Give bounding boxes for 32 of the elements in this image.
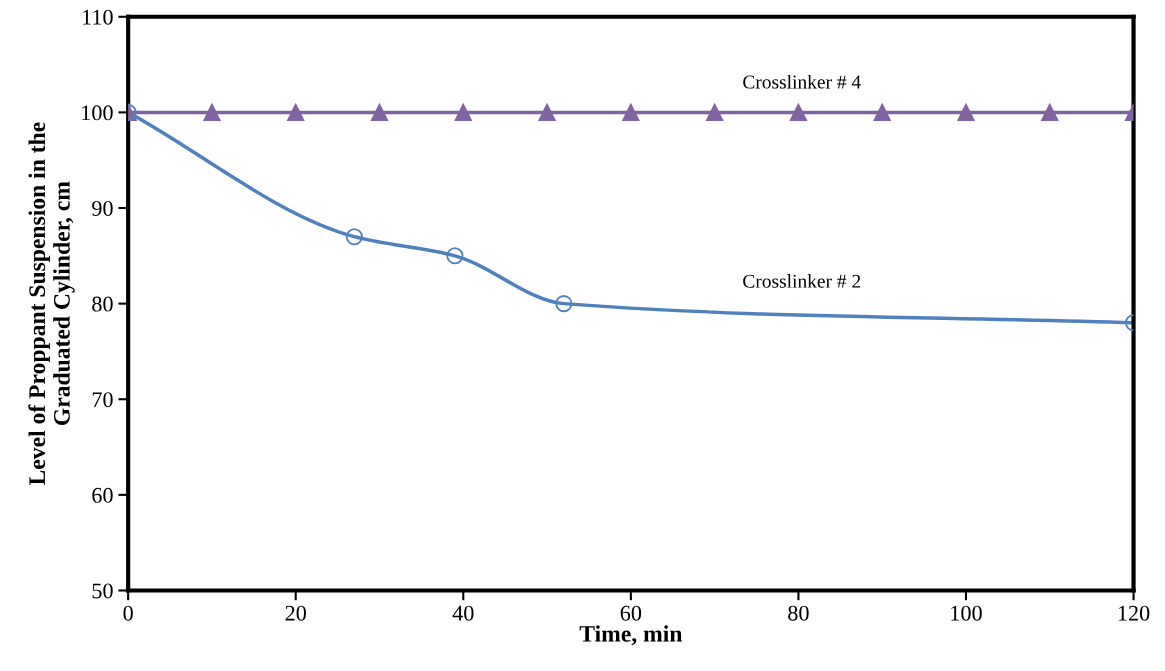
point <box>454 103 472 121</box>
point <box>370 103 389 121</box>
point <box>555 295 573 313</box>
point <box>203 103 221 121</box>
y-tick-label: 60 <box>92 487 113 503</box>
x-tick-label: 40 <box>452 605 474 621</box>
y-tick-label: 50 <box>92 583 113 599</box>
series-label: Crosslinker # 4 <box>743 74 861 89</box>
point <box>957 103 975 121</box>
y-tick-label: 100 <box>82 105 113 121</box>
y-tick-label: 80 <box>92 296 113 312</box>
point <box>873 103 891 121</box>
point <box>345 228 363 246</box>
x-tick-label: 60 <box>620 605 642 621</box>
y-axis-title: Level of Proppant Suspension in the Graduated Cylinder, cm <box>28 122 75 486</box>
y-tick-label: 70 <box>92 392 113 408</box>
x-axis-title: Time, min <box>579 625 683 646</box>
x-tick-label: 100 <box>951 605 982 621</box>
x-tick-label: 0 <box>123 605 133 621</box>
point <box>287 103 305 121</box>
point <box>789 103 807 121</box>
point <box>446 247 464 265</box>
point <box>706 103 724 121</box>
x-tick-label: 20 <box>285 605 306 621</box>
point <box>1041 103 1059 121</box>
x-tick-label: 120 <box>1118 605 1150 621</box>
series-label: Crosslinker # 2 <box>743 274 861 288</box>
y-tick-label: 110 <box>83 9 113 25</box>
x-tick-label: 80 <box>788 605 809 621</box>
point <box>538 103 556 121</box>
point <box>622 103 640 121</box>
y-tick-label: 90 <box>92 200 113 216</box>
